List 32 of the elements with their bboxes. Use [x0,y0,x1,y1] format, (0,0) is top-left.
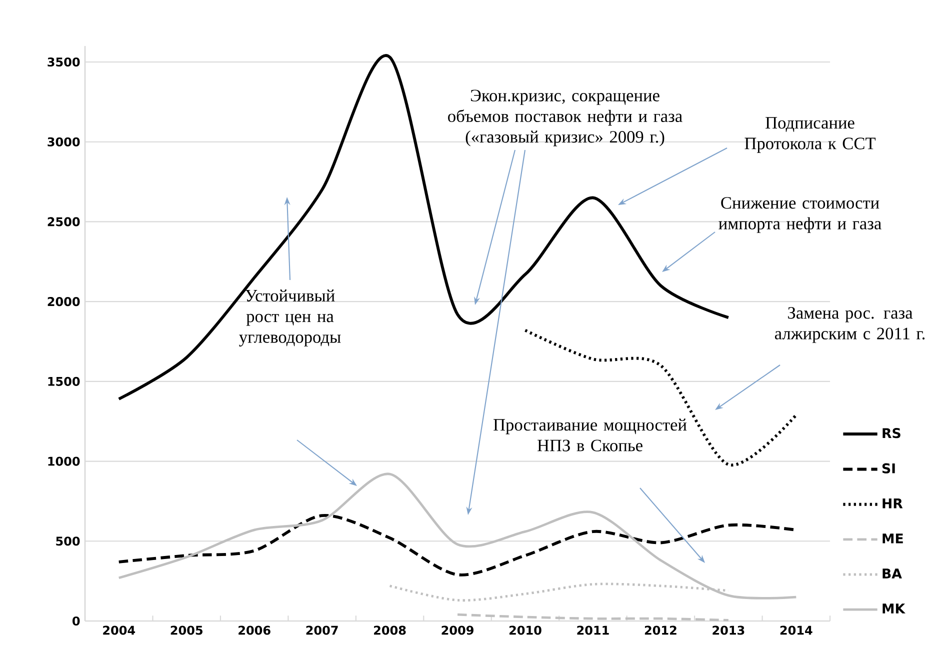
x-tick-label: 2012 [644,626,676,635]
legend-label: HR [882,498,903,508]
y-tick-label: 0 [72,616,80,626]
y-tick-label: 1500 [48,376,80,386]
y-tick-label: 3500 [48,57,80,67]
x-tick-label: 2007 [306,626,338,635]
x-tick-label: 2013 [712,626,744,635]
annotation: Устойчивый рост цен на углеводороды [239,290,341,346]
annotation: Простаивание мощностей НПЗ в Скопье [494,418,687,452]
x-tick-label: 2008 [374,626,406,635]
line-series [118,472,798,600]
y-tick-label: 3000 [48,137,80,146]
annotation: Экон.кризис, сокращение объемов поставок нефти и газа («газовый кризис» 2009 г.) [448,90,682,146]
y-tick-label: 2000 [48,297,80,306]
y-tick-label: 2500 [48,217,80,226]
x-tick-label: 2014 [780,626,812,635]
x-tick-label: 2010 [509,626,542,635]
legend-label: MK [882,604,906,614]
legend-label: BA [882,568,902,578]
annotation: Снижение стоимости импорта нефти и газа [718,197,882,233]
y-tick-label: 500 [56,536,80,546]
x-tick-label: 2005 [170,626,202,635]
annotation: Замена рос. газа алжирским с 2011 г. [774,307,925,343]
y-tick-label: 1000 [48,456,80,466]
annotation: Подписание Протокола к ССТ [744,117,876,153]
x-tick-label: 2009 [442,626,474,635]
legend-label: ME [882,534,903,544]
legend-label: RS [882,428,900,438]
legend-label: SI [882,463,895,474]
x-tick-label: 2006 [238,626,270,635]
x-tick-label: 2011 [577,626,609,635]
x-tick-label: 2004 [103,626,136,635]
